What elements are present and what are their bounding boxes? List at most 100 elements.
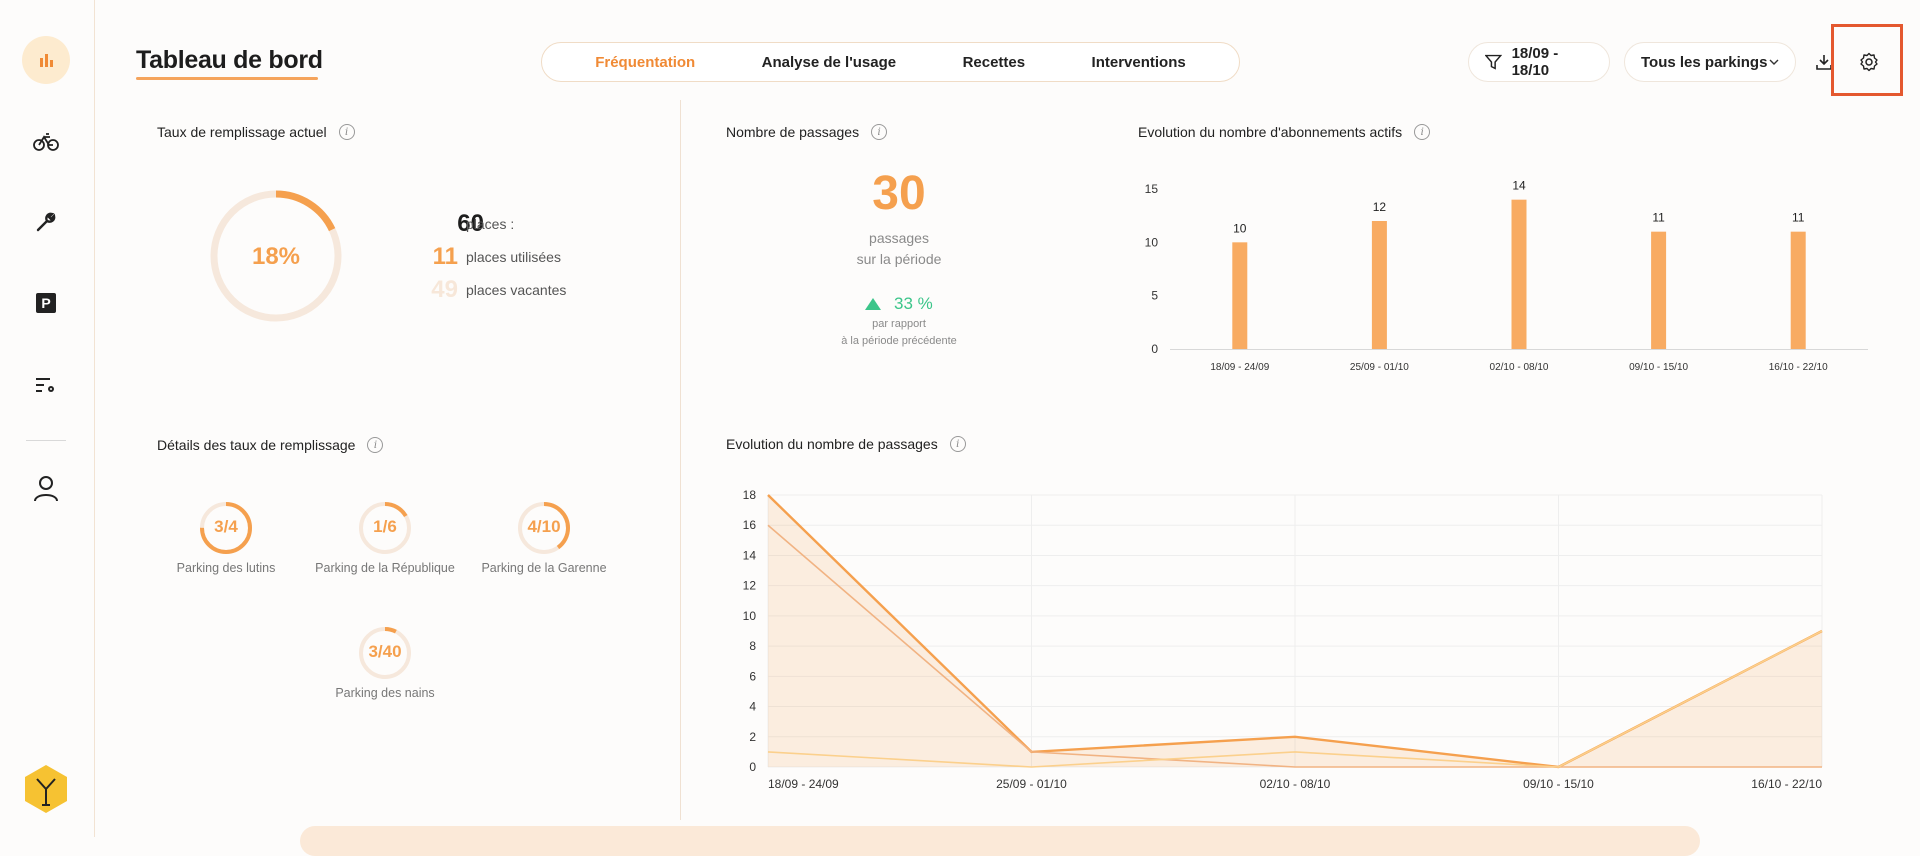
used-places-count: 11 — [432, 243, 458, 270]
tab-frequentation[interactable]: Fréquentation — [595, 53, 696, 71]
y-tick-label: 8 — [749, 639, 756, 653]
bottom-panel-edge — [300, 826, 1700, 856]
ring-arc — [200, 502, 252, 554]
series-line[interactable] — [767, 524, 1822, 768]
y-tick-label: 0 — [1151, 342, 1158, 356]
y-tick-label: 5 — [1151, 289, 1158, 303]
tab-usage-analysis[interactable]: Analyse de l'usage — [761, 53, 897, 71]
sidebar: P — [0, 0, 95, 837]
subscriptions-title: Evolution du nombre d'abonnements actifs — [1138, 124, 1403, 140]
settings-highlight-box — [1831, 24, 1903, 96]
passages-evolution-title: Evolution du nombre de passages — [726, 436, 938, 452]
x-tick-label: 09/10 - 15/10 — [1629, 362, 1688, 373]
filter-icon — [1485, 54, 1502, 70]
sidebar-item-settings[interactable] — [22, 361, 70, 409]
vacant-places-count: 49 — [431, 276, 458, 303]
series-line[interactable] — [767, 630, 1823, 768]
info-icon[interactable]: i — [367, 437, 384, 453]
passages-change-label-1: par rapport — [872, 318, 926, 330]
arrow-up-icon — [865, 298, 881, 310]
x-tick-label: 16/10 - 22/10 — [1751, 777, 1822, 791]
info-icon[interactable]: i — [949, 436, 966, 452]
fill-details-card-title: Détails des taux de remplissage i — [157, 437, 384, 453]
vacant-places-label: places vacantes — [466, 282, 567, 298]
subscriptions-bar-chart: 0 5 10 15 10 18/09 - 24/09 12 25/09 - 01/10 14 02… — [1145, 179, 1868, 373]
ring-arc — [359, 627, 411, 679]
passages-evolution-card-title: Evolution du nombre de passages i — [726, 436, 966, 452]
passages-period-label: sur la période — [856, 251, 942, 267]
bar[interactable] — [1371, 221, 1387, 349]
passages-change-value: 33 % — [894, 294, 933, 313]
bar-value-label: 11 — [1792, 211, 1805, 225]
parking-name: Parking de la Garenne — [481, 561, 607, 575]
parking-fill-ring — [359, 502, 411, 554]
x-tick-label: 25/09 - 01/10 — [1350, 362, 1409, 373]
tab-interventions[interactable]: Interventions — [1091, 53, 1186, 71]
parking-ratio: 1/6 — [373, 517, 397, 536]
settings-button[interactable] — [1851, 44, 1887, 80]
sidebar-item-account[interactable] — [22, 464, 70, 512]
sidebar-item-maintenance[interactable] — [22, 198, 70, 246]
bar[interactable] — [1232, 242, 1248, 349]
y-tick-label: 18 — [743, 488, 757, 502]
x-tick-label: 16/10 - 22/10 — [1769, 362, 1828, 373]
x-tick-label: 18/09 - 24/09 — [1210, 362, 1269, 373]
user-icon — [34, 476, 58, 502]
fill-rate-percent: 18% — [251, 243, 301, 270]
used-places-label: places utilisées — [466, 249, 561, 265]
y-tick-label: 12 — [743, 579, 757, 593]
sidebar-item-bikes[interactable] — [22, 118, 70, 166]
bar[interactable] — [1790, 231, 1806, 349]
total-places-count: 60 — [457, 210, 484, 237]
info-icon[interactable]: i — [338, 124, 355, 140]
fill-details-title: Détails des taux de remplissage — [157, 437, 356, 453]
parking-fill-item: 3/4 Parking des lutins — [126, 500, 326, 590]
main-tabs: Fréquentation Analyse de l'usage Recette… — [541, 42, 1240, 82]
date-filter-button[interactable]: 18/09 - 18/10 — [1468, 42, 1610, 82]
parking-select-value: Tous les parkings — [1641, 53, 1768, 71]
parking-ratio: 3/4 — [214, 517, 238, 536]
parking-fill-item: 1/6 Parking de la République — [285, 500, 485, 590]
parking-name: Parking de la République — [315, 561, 455, 575]
subscriptions-card-title: Evolution du nombre d'abonnements actifs… — [1138, 124, 1431, 140]
parking-fill-ring — [359, 627, 411, 679]
parking-icon: P — [36, 293, 56, 313]
parking-name: Parking des nains — [335, 686, 435, 700]
info-icon[interactable]: i — [1414, 124, 1431, 140]
bar[interactable] — [1651, 231, 1667, 349]
bar-value-label: 12 — [1373, 200, 1387, 214]
fill-rate-card-title: Taux de remplissage actuel i — [157, 124, 355, 140]
bar-value-label: 11 — [1652, 211, 1665, 225]
passages-count-label: passages — [869, 230, 929, 246]
passages-change-label-2: à la période précédente — [841, 335, 957, 347]
bar[interactable] — [1511, 199, 1527, 349]
series-area — [768, 495, 1822, 767]
wrench-icon — [36, 212, 56, 232]
fill-rate-donut — [210, 190, 342, 322]
parking-fill-item: 3/40 Parking des nains — [285, 625, 485, 715]
info-icon[interactable]: i — [871, 124, 888, 140]
ring-arc — [518, 502, 570, 554]
y-tick-label: 2 — [749, 730, 756, 744]
y-tick-label: 15 — [1145, 182, 1159, 196]
x-tick-label: 02/10 - 08/10 — [1490, 362, 1549, 373]
sidebar-item-dashboard[interactable] — [22, 36, 70, 84]
passages-count: 30 — [872, 167, 926, 220]
parking-fill-item: 4/10 Parking de la Garenne — [444, 500, 644, 590]
x-tick-label: 09/10 - 15/10 — [1523, 777, 1594, 791]
y-tick-label: 10 — [743, 609, 757, 623]
page-title: Tableau de bord — [136, 46, 323, 74]
parking-fill-ring — [200, 502, 252, 554]
y-tick-label: 0 — [749, 760, 756, 774]
parking-select[interactable]: Tous les parkings — [1624, 42, 1796, 82]
passages-evolution-chart: 0 2 4 6 8 10 12 14 16 18 18/09 - 24/09 25/09 - 01/1… — [743, 488, 1823, 791]
sidebar-item-parkings[interactable]: P — [22, 279, 70, 327]
y-tick-label: 4 — [749, 700, 756, 714]
app-logo — [22, 763, 70, 815]
fill-rate-arc — [210, 190, 342, 322]
parking-fill-ring — [518, 502, 570, 554]
date-filter-label: 18/09 - 18/10 — [1511, 45, 1559, 79]
svg-text:P: P — [41, 295, 50, 311]
parking-ratio: 4/10 — [527, 517, 561, 536]
tab-revenue[interactable]: Recettes — [962, 53, 1026, 71]
